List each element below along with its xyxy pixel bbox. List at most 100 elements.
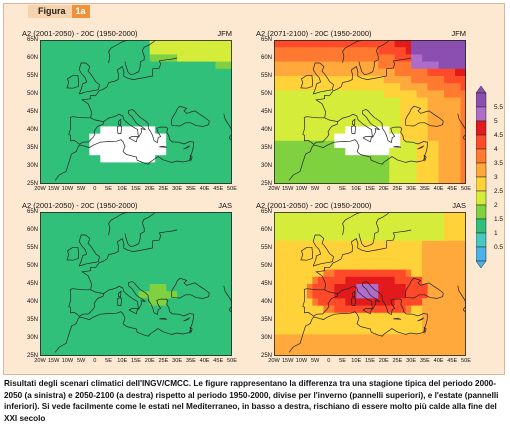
field-cell xyxy=(50,90,57,98)
field-cell xyxy=(455,104,461,113)
field-cell xyxy=(177,104,184,113)
map-border xyxy=(40,40,232,184)
field-cell xyxy=(350,83,357,91)
field-cell xyxy=(378,341,385,350)
field-cell xyxy=(155,284,162,292)
field-cell xyxy=(210,83,216,91)
field-cell xyxy=(111,320,118,328)
field-cell xyxy=(405,276,412,285)
field-cell xyxy=(182,133,189,142)
field-cell xyxy=(356,90,363,98)
field-cell xyxy=(334,68,341,77)
field-cell xyxy=(295,291,302,299)
colorbar-label: 1.5 xyxy=(494,215,504,223)
field-cell xyxy=(122,298,129,306)
field-cell xyxy=(226,312,232,321)
field-cell xyxy=(279,148,286,156)
field-cell xyxy=(199,233,205,242)
lat-tick-label: 35N xyxy=(26,145,38,151)
field-cell xyxy=(72,262,79,270)
coastline xyxy=(68,116,105,145)
field-cell xyxy=(361,348,368,356)
field-cell xyxy=(405,269,412,278)
field-cell xyxy=(188,54,194,62)
field-cell xyxy=(171,68,178,77)
field-cell xyxy=(149,305,156,314)
field-cell xyxy=(361,341,368,350)
field-cell xyxy=(334,298,341,306)
coastline xyxy=(54,281,194,353)
coastline xyxy=(183,145,191,150)
field-cell xyxy=(127,76,134,84)
field-cell xyxy=(61,47,68,55)
field-cell xyxy=(345,341,352,350)
field-cell xyxy=(284,291,291,299)
field-cell xyxy=(210,112,216,120)
field-cell xyxy=(383,126,390,134)
field-cell xyxy=(411,240,418,249)
field-cell xyxy=(422,90,428,98)
field-cell xyxy=(438,240,445,249)
figure-tag-number: 1a xyxy=(71,5,90,18)
field-cell xyxy=(45,76,52,84)
field-cell xyxy=(312,298,319,306)
field-cell xyxy=(105,148,112,156)
field-cell xyxy=(444,90,450,98)
field-cell xyxy=(290,68,297,77)
field-cell xyxy=(127,298,134,306)
field-cell xyxy=(210,248,216,256)
field-cell xyxy=(301,90,308,98)
field-cell xyxy=(323,162,330,170)
field-cell xyxy=(166,312,173,321)
field-cell xyxy=(116,262,123,270)
field-cell xyxy=(367,112,374,120)
field-cell xyxy=(372,162,379,170)
field-cell xyxy=(127,291,134,299)
field-cell xyxy=(323,112,330,120)
field-cell xyxy=(389,262,396,270)
field-cell xyxy=(83,54,90,62)
lon-tick-label: 40E xyxy=(433,186,444,192)
field-cell xyxy=(405,262,412,270)
field-cell xyxy=(149,219,156,227)
field-cell xyxy=(72,140,79,149)
colorbar-label: 2.5 xyxy=(494,187,504,195)
field-cell xyxy=(334,112,341,120)
field-cell xyxy=(427,104,434,113)
field-cell xyxy=(61,112,68,120)
field-cell xyxy=(160,248,167,256)
lat-tick-label: 50N xyxy=(26,263,38,269)
field-cell xyxy=(345,83,352,91)
field-cell xyxy=(317,298,324,306)
field-cell xyxy=(312,155,319,163)
field-cell xyxy=(105,269,112,278)
field-cell xyxy=(45,298,52,306)
field-cell xyxy=(444,112,450,120)
field-cell xyxy=(199,341,205,350)
field-cell xyxy=(394,169,401,178)
field-cell xyxy=(312,255,319,263)
field-cell xyxy=(427,312,434,321)
field-cell xyxy=(138,305,145,314)
field-cell xyxy=(389,83,396,91)
field-cell xyxy=(295,212,302,220)
field-cell xyxy=(166,212,173,220)
field-cell xyxy=(199,61,205,70)
field-cell xyxy=(188,240,194,249)
field-cell xyxy=(389,54,396,62)
field-cell xyxy=(367,284,374,292)
field-cell xyxy=(83,240,90,249)
field-cell xyxy=(67,248,74,256)
field-cell xyxy=(427,112,434,120)
field-cell xyxy=(383,90,390,98)
field-cell xyxy=(394,162,401,170)
lon-tick-label: 0 xyxy=(327,358,331,364)
field-cell xyxy=(83,68,90,77)
field-cell xyxy=(199,97,205,106)
field-cell xyxy=(144,68,151,77)
coastline xyxy=(417,145,425,150)
field-cell xyxy=(171,312,178,321)
field-cell xyxy=(193,104,200,113)
field-cell xyxy=(339,169,346,178)
field-cell xyxy=(438,155,445,163)
